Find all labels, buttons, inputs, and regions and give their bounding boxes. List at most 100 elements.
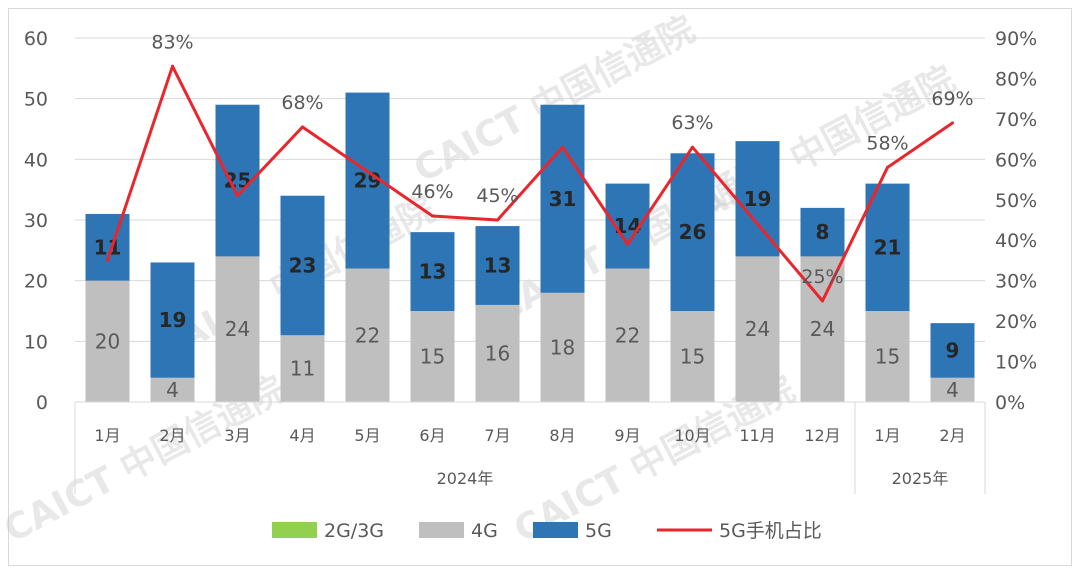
data-label-4g: 22	[355, 323, 380, 347]
x-category-label: 7月	[484, 426, 510, 445]
line-data-label: 25%	[801, 266, 843, 288]
y-left-tick-label: 40	[24, 149, 48, 171]
data-label-5g: 19	[744, 187, 772, 211]
y-right-tick-label: 0%	[995, 392, 1025, 414]
bar-4g	[475, 304, 520, 402]
data-label-5g: 14	[614, 214, 642, 238]
bar-4g	[930, 377, 975, 402]
data-label-5g: 11	[94, 235, 122, 259]
bar-5g	[735, 141, 780, 257]
bar-4g	[85, 280, 130, 402]
bar-4g	[215, 256, 260, 402]
data-label-4g: 18	[550, 335, 575, 359]
data-label-4g: 11	[290, 357, 315, 381]
x-category-label: 4月	[289, 426, 315, 445]
data-label-4g: 4	[166, 378, 179, 402]
data-label-4g: 4	[946, 378, 959, 402]
data-label-4g: 15	[680, 345, 705, 369]
data-label-5g: 9	[946, 338, 960, 362]
line-data-label: 68%	[281, 92, 323, 114]
x-category-label: 2月	[159, 426, 185, 445]
y-right-tick-label: 10%	[995, 352, 1037, 374]
line-point	[886, 165, 889, 169]
y-left-tick-label: 20	[24, 271, 48, 293]
y-right-tick-label: 20%	[995, 311, 1037, 333]
line-data-label: 58%	[866, 132, 908, 154]
line-point	[561, 145, 564, 149]
x-group-label: 2024年	[437, 469, 494, 488]
legend-label: 4G	[471, 520, 498, 542]
bar-4g	[735, 256, 780, 402]
line-point	[951, 121, 954, 125]
legend-swatch	[272, 522, 317, 538]
line-point	[301, 125, 304, 129]
x-category-label: 11月	[739, 426, 775, 445]
bar-5g	[150, 262, 195, 378]
x-category-label: 12月	[804, 426, 840, 445]
x-category-label: 5月	[354, 426, 380, 445]
bar-5g	[410, 232, 455, 311]
line-point	[106, 258, 109, 262]
y-right-tick-label: 40%	[995, 230, 1037, 252]
data-label-4g: 22	[615, 323, 640, 347]
y-right-tick-label: 30%	[995, 271, 1037, 293]
y-right-tick-label: 70%	[995, 109, 1037, 131]
bar-5g	[670, 153, 715, 311]
y-left-tick-label: 30	[24, 210, 48, 232]
data-label-4g: 15	[875, 345, 900, 369]
bar-5g	[540, 104, 585, 293]
line-point	[366, 169, 369, 173]
x-category-label: 9月	[614, 426, 640, 445]
line-point	[821, 299, 824, 303]
line-data-label: 63%	[671, 112, 713, 134]
y-right-tick-label: 80%	[995, 68, 1037, 90]
data-label-5g: 21	[874, 235, 902, 259]
legend-label: 5G	[585, 520, 612, 542]
bar-5g	[605, 183, 650, 269]
y-left-tick-label: 0	[36, 392, 48, 414]
data-label-5g: 13	[419, 260, 447, 284]
bar-4g	[410, 311, 455, 402]
data-label-4g: 24	[810, 317, 835, 341]
legend-label: 5G手机占比	[719, 520, 822, 542]
data-label-5g: 8	[816, 220, 830, 244]
bar-4g	[605, 268, 650, 402]
line-point	[171, 64, 174, 68]
bar-5g	[85, 213, 130, 281]
line-point	[691, 145, 694, 149]
legend-swatch	[533, 522, 578, 538]
line-data-label: 69%	[931, 88, 973, 110]
line-point	[626, 242, 629, 246]
data-label-5g: 31	[549, 187, 577, 211]
data-label-4g: 20	[95, 329, 120, 353]
bar-4g	[345, 268, 390, 402]
x-category-label: 1月	[874, 426, 900, 445]
bar-4g	[280, 335, 325, 402]
legend-swatch	[419, 522, 464, 538]
line-data-label: 45%	[476, 185, 518, 207]
bar-4g	[540, 292, 585, 402]
line-point	[756, 222, 759, 226]
y-right-tick-label: 90%	[995, 28, 1037, 50]
x-category-label: 10月	[674, 426, 710, 445]
line-point	[431, 214, 434, 218]
x-category-label: 6月	[419, 426, 445, 445]
y-left-tick-label: 10	[24, 331, 48, 353]
x-category-label: 2月	[939, 426, 965, 445]
data-label-4g: 24	[225, 317, 250, 341]
bar-5g	[280, 195, 325, 336]
x-category-label: 8月	[549, 426, 575, 445]
line-data-label: 46%	[411, 181, 453, 203]
bar-5g	[865, 183, 910, 311]
data-label-4g: 24	[745, 317, 770, 341]
y-left-tick-label: 60	[24, 28, 48, 50]
bar-5g	[475, 226, 520, 305]
x-group-label: 2025年	[892, 469, 949, 488]
y-right-tick-label: 60%	[995, 149, 1037, 171]
data-label-4g: 15	[420, 345, 445, 369]
data-label-5g: 13	[484, 254, 512, 278]
data-label-4g: 16	[485, 341, 510, 365]
data-label-5g: 26	[679, 220, 707, 244]
x-category-label: 3月	[224, 426, 250, 445]
